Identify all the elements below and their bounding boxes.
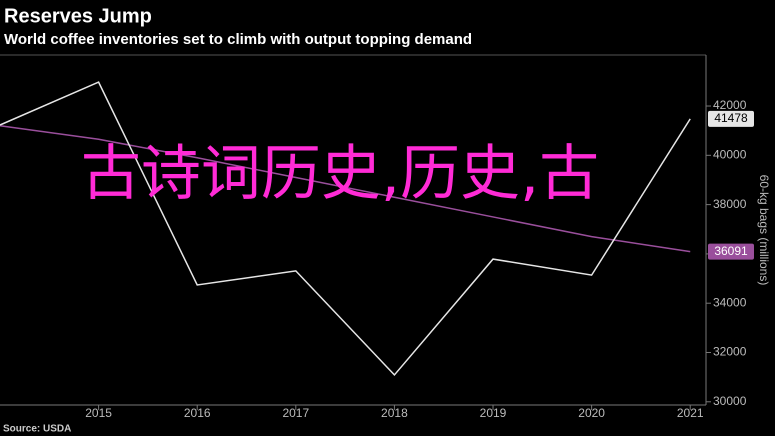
y-tick-label: 38000 [713,197,747,211]
y-tick-label: 34000 [713,295,747,309]
value-label: 36091 [714,244,748,258]
value-label: 41478 [714,111,748,125]
chart-subtitle: World coffee inventories set to climb wi… [4,31,472,48]
x-tick-label: 2020 [578,406,605,420]
x-tick-label: 2019 [480,406,507,420]
y-tick-label: 30000 [713,394,747,408]
x-tick-label: 2018 [381,406,408,420]
y-axis-title: 60-kg bags (millions) [757,175,771,286]
series-line [0,124,691,253]
chart-title: Reserves Jump [4,5,152,27]
x-tick-label: 2017 [282,406,309,420]
y-tick-label: 40000 [713,147,747,161]
y-tick-label: 42000 [713,98,747,112]
value-label-box [708,110,754,127]
x-tick-label: 2021 [677,406,704,420]
series-line [0,81,691,377]
source: Source: USDA [3,424,71,435]
y-tick-label: 32000 [713,345,747,359]
x-tick-label: 2015 [85,406,112,420]
overlay-text: 古诗词历史,历史,古 [80,139,600,209]
value-label-box [708,243,754,260]
x-tick-label: 2016 [184,406,211,420]
